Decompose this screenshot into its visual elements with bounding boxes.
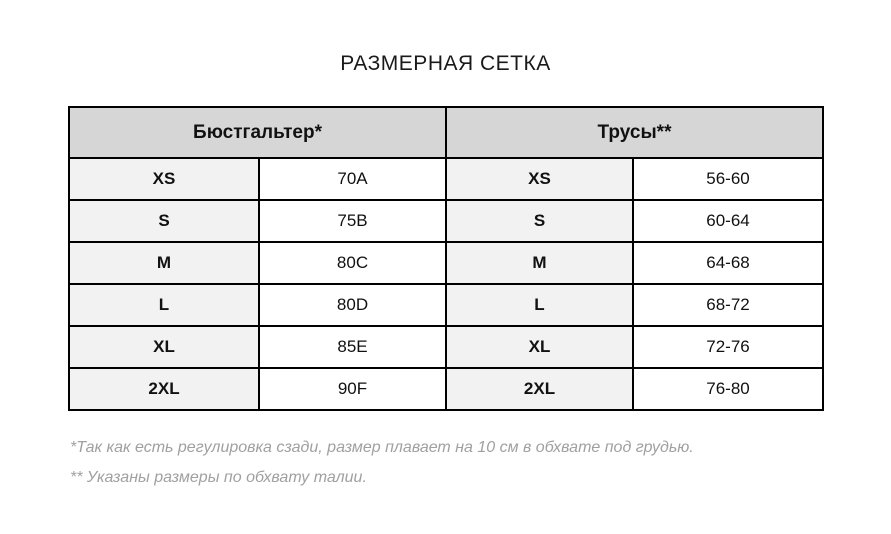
panty-size-value: 72-76 (631, 325, 825, 369)
table-row: L 80D L 68-72 (68, 283, 825, 327)
table-row: XS 70A XS 56-60 (68, 157, 825, 201)
bra-size-label: XS (68, 157, 260, 201)
table-body: XS 70A XS 56-60 S 75B S 60-64 M 80C M 64… (68, 157, 825, 411)
table-row: M 80C M 64-68 (68, 241, 825, 285)
panty-size-value: 68-72 (631, 283, 825, 327)
bra-size-label: 2XL (68, 367, 260, 411)
footnotes: *Так как есть регулировка сзади, размер … (70, 433, 694, 493)
panty-size-label: M (445, 241, 634, 285)
bra-size-label: XL (68, 325, 260, 369)
panty-size-label: XL (445, 325, 634, 369)
footnote-panties: ** Указаны размеры по обхвату талии. (70, 469, 367, 486)
bra-size-label: S (68, 199, 260, 243)
panty-size-label: XS (445, 157, 634, 201)
bra-size-value: 70A (258, 157, 447, 201)
table-row: S 75B S 60-64 (68, 199, 825, 243)
bra-size-value: 90F (258, 367, 447, 411)
panty-size-value: 64-68 (631, 241, 825, 285)
panty-size-value: 76-80 (631, 367, 825, 411)
page-title: РАЗМЕРНАЯ СЕТКА (340, 52, 551, 75)
panty-size-label: S (445, 199, 634, 243)
table-header-row: Бюстгальтер* Трусы** (68, 106, 825, 159)
bra-size-value: 85E (258, 325, 447, 369)
bra-size-value: 75B (258, 199, 447, 243)
column-header-panties: Трусы** (444, 106, 825, 159)
size-table: Бюстгальтер* Трусы** XS 70A XS 56-60 S 7… (68, 106, 825, 411)
footnote-bra: *Так как есть регулировка сзади, размер … (70, 439, 694, 456)
bra-size-value: 80D (258, 283, 447, 327)
panty-size-value: 60-64 (631, 199, 825, 243)
column-header-bra: Бюстгальтер* (68, 106, 447, 159)
panty-size-label: L (445, 283, 634, 327)
table-row: 2XL 90F 2XL 76-80 (68, 367, 825, 411)
table-row: XL 85E XL 72-76 (68, 325, 825, 369)
panty-size-label: 2XL (445, 367, 634, 411)
panty-size-value: 56-60 (631, 157, 825, 201)
bra-size-value: 80C (258, 241, 447, 285)
bra-size-label: L (68, 283, 260, 327)
bra-size-label: M (68, 241, 260, 285)
